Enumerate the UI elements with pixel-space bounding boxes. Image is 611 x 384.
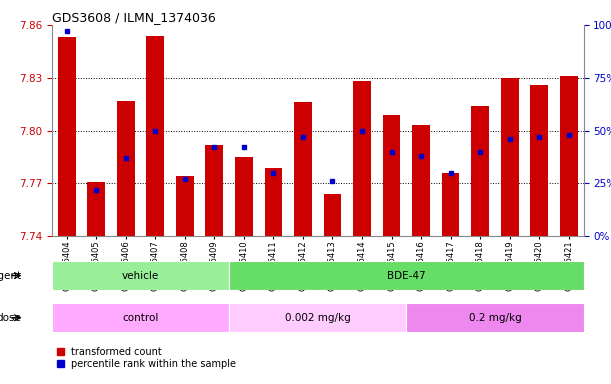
Bar	[52, 303, 229, 332]
Text: BDE-47: BDE-47	[387, 270, 426, 281]
Text: GDS3608 / ILMN_1374036: GDS3608 / ILMN_1374036	[52, 11, 216, 24]
Bar	[382, 115, 400, 236]
Bar	[442, 173, 459, 236]
Text: dose: dose	[0, 313, 21, 323]
Text: agent: agent	[0, 270, 21, 281]
Bar	[406, 303, 584, 332]
Bar	[147, 36, 164, 236]
Bar	[229, 261, 584, 290]
Bar	[52, 261, 229, 290]
Bar	[353, 81, 371, 236]
Text: control: control	[122, 313, 159, 323]
Bar	[501, 78, 519, 236]
Bar	[87, 182, 105, 236]
Bar	[117, 101, 134, 236]
Bar	[560, 76, 577, 236]
Bar	[235, 157, 253, 236]
Bar	[412, 125, 430, 236]
Legend: transformed count, percentile rank within the sample: transformed count, percentile rank withi…	[57, 347, 236, 369]
Bar	[324, 194, 342, 236]
Bar	[176, 176, 194, 236]
Text: 0.002 mg/kg: 0.002 mg/kg	[285, 313, 351, 323]
Bar	[471, 106, 489, 236]
Bar	[205, 145, 223, 236]
Bar	[530, 85, 548, 236]
Bar	[229, 303, 406, 332]
Bar	[294, 103, 312, 236]
Bar	[265, 167, 282, 236]
Text: vehicle: vehicle	[122, 270, 159, 281]
Bar	[58, 37, 76, 236]
Text: 0.2 mg/kg: 0.2 mg/kg	[469, 313, 521, 323]
